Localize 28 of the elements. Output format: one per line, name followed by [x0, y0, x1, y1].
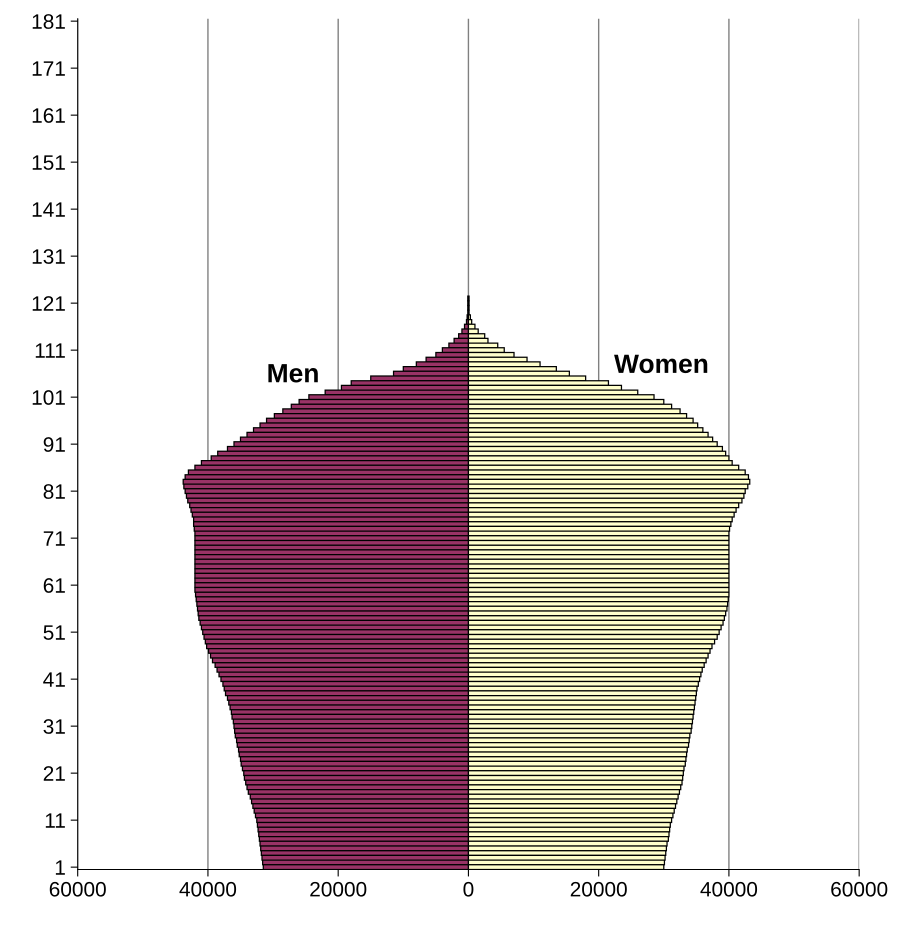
x-tick-label: 20000 — [570, 882, 627, 897]
y-tick-label: 1 — [56, 860, 65, 875]
y-tick-label: 131 — [32, 249, 65, 264]
y-tick-label: 31 — [44, 719, 65, 734]
y-tick-label: 41 — [43, 672, 65, 687]
y-tick-label: 21 — [44, 766, 65, 781]
y-tick-label: 91 — [44, 437, 65, 452]
y-tick-label: 81 — [44, 484, 65, 499]
y-tick-label: 61 — [44, 578, 65, 593]
x-tick-label: 20000 — [310, 882, 366, 897]
y-tick-label: 101 — [32, 390, 65, 405]
y-tick-label: 71 — [44, 531, 65, 546]
y-tick-label: 51 — [44, 625, 65, 640]
y-tick-label: 161 — [32, 108, 65, 123]
x-tick-label: 40000 — [700, 882, 758, 897]
series-label: Men — [268, 364, 318, 383]
y-tick-label: 151 — [32, 155, 65, 170]
y-tick-label: 121 — [32, 296, 65, 311]
y-tick-label: 111 — [36, 343, 65, 358]
series-label: Women — [614, 354, 708, 374]
y-tick-label: 141 — [32, 202, 65, 217]
x-tick-label: 60000 — [831, 882, 888, 897]
x-tick-label: 0 — [463, 882, 474, 897]
x-tick-label: 40000 — [179, 882, 236, 897]
y-tick-label: 11 — [46, 813, 65, 828]
y-tick-label: 171 — [32, 61, 65, 76]
x-tick-label: 60000 — [50, 882, 106, 897]
y-tick-label: 181 — [32, 14, 65, 29]
